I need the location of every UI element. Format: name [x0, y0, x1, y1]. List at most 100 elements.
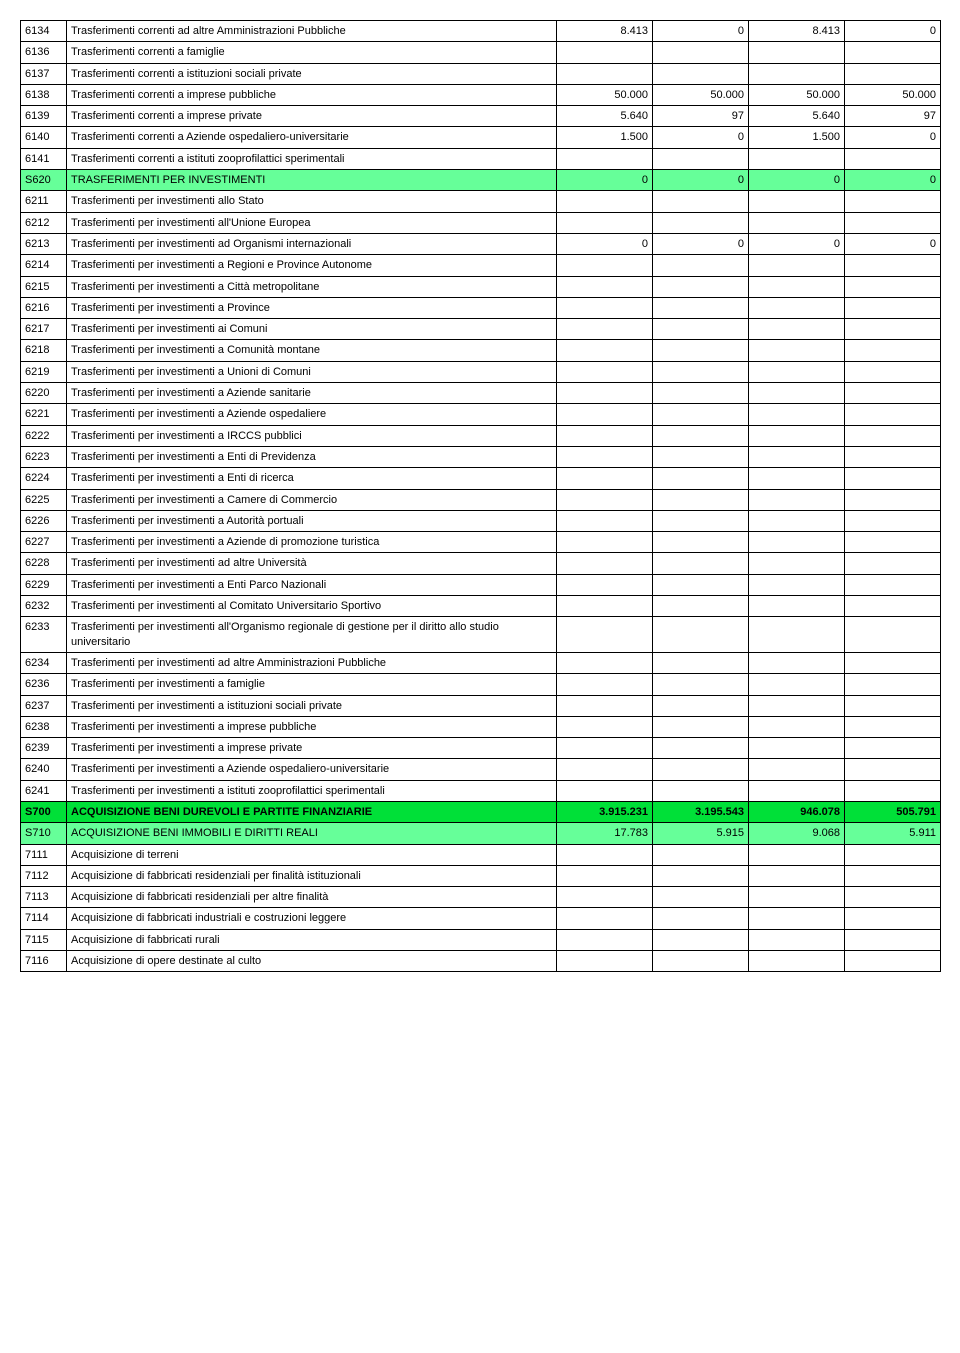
- table-row: 6238Trasferimenti per investimenti a imp…: [21, 716, 941, 737]
- row-value-2: 8.413: [749, 21, 845, 42]
- row-value-3: [845, 674, 941, 695]
- row-value-0: [557, 297, 653, 318]
- row-value-2: [749, 340, 845, 361]
- row-value-3: [845, 425, 941, 446]
- row-value-0: [557, 510, 653, 531]
- row-description: Trasferimenti correnti a imprese private: [67, 106, 557, 127]
- row-value-2: [749, 951, 845, 972]
- row-code: 6225: [21, 489, 67, 510]
- row-description: Acquisizione di fabbricati industriali e…: [67, 908, 557, 929]
- row-value-1: [653, 574, 749, 595]
- table-row: 6134Trasferimenti correnti ad altre Ammi…: [21, 21, 941, 42]
- row-value-0: 8.413: [557, 21, 653, 42]
- row-value-3: [845, 695, 941, 716]
- row-code: 6137: [21, 63, 67, 84]
- row-value-1: [653, 780, 749, 801]
- row-value-0: 0: [557, 170, 653, 191]
- row-value-0: [557, 596, 653, 617]
- row-value-0: [557, 42, 653, 63]
- row-value-2: [749, 908, 845, 929]
- row-value-1: [653, 361, 749, 382]
- row-value-0: [557, 276, 653, 297]
- row-description: Trasferimenti correnti a imprese pubblic…: [67, 84, 557, 105]
- row-value-1: [653, 738, 749, 759]
- row-value-2: [749, 191, 845, 212]
- row-value-3: 0: [845, 21, 941, 42]
- row-value-3: [845, 617, 941, 653]
- table-row: 6213Trasferimenti per investimenti ad Or…: [21, 233, 941, 254]
- row-value-3: 0: [845, 127, 941, 148]
- row-code: 6138: [21, 84, 67, 105]
- row-value-0: 1.500: [557, 127, 653, 148]
- row-description: Trasferimenti per investimenti a Autorit…: [67, 510, 557, 531]
- row-description: Trasferimenti correnti a famiglie: [67, 42, 557, 63]
- row-value-0: 17.783: [557, 823, 653, 844]
- table-row: 7115Acquisizione di fabbricati rurali: [21, 929, 941, 950]
- row-value-3: [845, 42, 941, 63]
- row-value-0: [557, 908, 653, 929]
- row-value-3: [845, 489, 941, 510]
- table-row: 6211Trasferimenti per investimenti allo …: [21, 191, 941, 212]
- row-value-3: [845, 276, 941, 297]
- row-value-2: [749, 404, 845, 425]
- row-description: Trasferimenti per investimenti a famigli…: [67, 674, 557, 695]
- row-description: Acquisizione di terreni: [67, 844, 557, 865]
- row-value-0: [557, 446, 653, 467]
- row-value-1: [653, 489, 749, 510]
- row-value-0: [557, 404, 653, 425]
- row-value-1: 3.195.543: [653, 801, 749, 822]
- row-value-3: [845, 468, 941, 489]
- row-value-1: [653, 425, 749, 446]
- row-value-1: [653, 255, 749, 276]
- table-row: 6234Trasferimenti per investimenti ad al…: [21, 652, 941, 673]
- table-row: 6229Trasferimenti per investimenti a Ent…: [21, 574, 941, 595]
- table-row: 6140Trasferimenti correnti a Aziende osp…: [21, 127, 941, 148]
- row-value-0: [557, 951, 653, 972]
- row-description: Trasferimenti per investimenti ad Organi…: [67, 233, 557, 254]
- row-description: Trasferimenti per investimenti a istituz…: [67, 695, 557, 716]
- row-description: Trasferimenti per investimenti a Aziende…: [67, 532, 557, 553]
- row-description: TRASFERIMENTI PER INVESTIMENTI: [67, 170, 557, 191]
- row-code: 6234: [21, 652, 67, 673]
- row-value-1: 5.915: [653, 823, 749, 844]
- row-value-3: [845, 255, 941, 276]
- row-value-3: [845, 510, 941, 531]
- table-row: 6221Trasferimenti per investimenti a Azi…: [21, 404, 941, 425]
- row-value-0: [557, 553, 653, 574]
- table-row: 6227Trasferimenti per investimenti a Azi…: [21, 532, 941, 553]
- row-description: Trasferimenti correnti a Aziende ospedal…: [67, 127, 557, 148]
- row-value-1: [653, 553, 749, 574]
- row-description: Trasferimenti correnti a istituti zoopro…: [67, 148, 557, 169]
- table-row: 6214Trasferimenti per investimenti a Reg…: [21, 255, 941, 276]
- row-code: 6229: [21, 574, 67, 595]
- row-description: Acquisizione di fabbricati residenziali …: [67, 887, 557, 908]
- row-value-0: [557, 319, 653, 340]
- row-description: Acquisizione di fabbricati rurali: [67, 929, 557, 950]
- row-code: 6228: [21, 553, 67, 574]
- row-code: S620: [21, 170, 67, 191]
- table-row: 6237Trasferimenti per investimenti a ist…: [21, 695, 941, 716]
- row-code: 6212: [21, 212, 67, 233]
- row-value-3: [845, 780, 941, 801]
- row-description: Trasferimenti per investimenti a Comunit…: [67, 340, 557, 361]
- row-description: Trasferimenti per investimenti a Aziende…: [67, 759, 557, 780]
- row-value-3: [845, 844, 941, 865]
- row-value-0: [557, 532, 653, 553]
- table-row: 6136Trasferimenti correnti a famiglie: [21, 42, 941, 63]
- row-code: S710: [21, 823, 67, 844]
- row-code: 6236: [21, 674, 67, 695]
- row-value-1: [653, 887, 749, 908]
- row-value-3: [845, 865, 941, 886]
- row-description: Acquisizione di fabbricati residenziali …: [67, 865, 557, 886]
- row-value-1: [653, 695, 749, 716]
- table-row: 6216Trasferimenti per investimenti a Pro…: [21, 297, 941, 318]
- row-code: 6211: [21, 191, 67, 212]
- row-description: Trasferimenti per investimenti a Città m…: [67, 276, 557, 297]
- row-value-2: [749, 887, 845, 908]
- row-code: 6233: [21, 617, 67, 653]
- row-value-3: [845, 759, 941, 780]
- row-value-2: [749, 468, 845, 489]
- row-value-1: [653, 951, 749, 972]
- table-row: 6223Trasferimenti per investimenti a Ent…: [21, 446, 941, 467]
- row-value-2: [749, 446, 845, 467]
